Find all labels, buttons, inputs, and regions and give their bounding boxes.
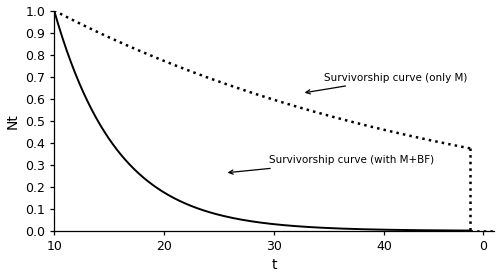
Text: Survivorship curve (only M): Survivorship curve (only M)	[306, 73, 467, 94]
Text: Survivorship curve (with M+BF): Survivorship curve (with M+BF)	[229, 155, 434, 174]
X-axis label: t: t	[272, 259, 277, 272]
Y-axis label: Nt: Nt	[6, 113, 20, 129]
